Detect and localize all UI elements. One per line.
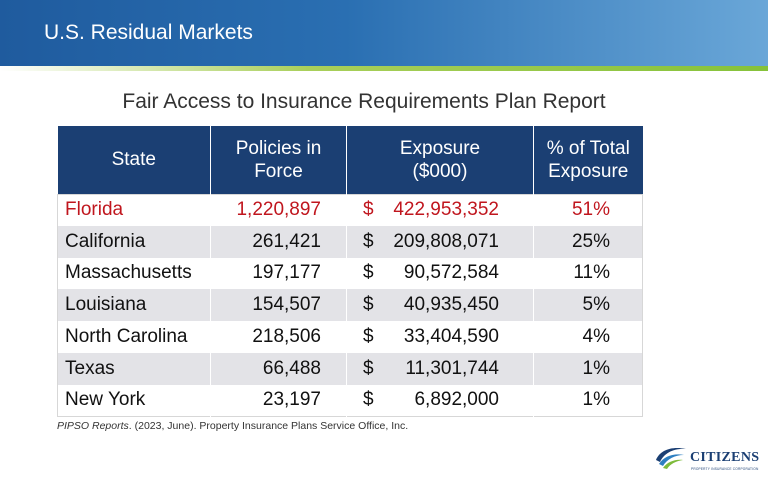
cell-exposure: $40,935,450 bbox=[346, 289, 534, 322]
source-citation: PIPSO Reports. (2023, June). Property In… bbox=[57, 420, 408, 433]
cell-pct: 4% bbox=[533, 321, 643, 353]
table-row: New York 23,197 $6,892,000 1% bbox=[57, 384, 643, 417]
citation-details: . (2023, June). Property Insurance Plans… bbox=[128, 420, 409, 432]
table-row: Louisiana 154,507 $40,935,450 5% bbox=[57, 289, 643, 322]
column-header-pct-line2: Exposure bbox=[548, 160, 629, 182]
exposure-amount: 11,301,744 bbox=[405, 357, 499, 379]
table-header-row: State Policies in Force Exposure ($000) … bbox=[57, 126, 643, 194]
logo-wordmark: CITIZENS bbox=[690, 450, 760, 465]
currency-symbol: $ bbox=[363, 389, 374, 411]
header-bar: U.S. Residual Markets bbox=[0, 0, 768, 66]
column-header-pct-line1: % of Total bbox=[546, 137, 630, 159]
cell-exposure: $90,572,584 bbox=[346, 257, 534, 290]
cell-policies: 154,507 bbox=[210, 289, 347, 322]
column-header-pct: % of Total Exposure bbox=[533, 126, 643, 194]
cell-state: Massachusetts bbox=[57, 257, 211, 290]
cell-exposure: $209,808,071 bbox=[346, 225, 534, 258]
cell-exposure: $33,404,590 bbox=[346, 321, 534, 353]
cell-exposure: $11,301,744 bbox=[346, 352, 534, 385]
cell-state: California bbox=[57, 225, 211, 258]
cell-pct: 1% bbox=[533, 352, 643, 385]
column-header-policies: Policies in Force bbox=[210, 126, 347, 194]
column-header-policies-line2: Force bbox=[254, 160, 303, 182]
cell-pct: 51% bbox=[533, 194, 643, 226]
column-header-state: State bbox=[57, 126, 211, 194]
slide-title: U.S. Residual Markets bbox=[44, 21, 253, 44]
cell-pct: 25% bbox=[533, 225, 643, 258]
exposure-amount: 422,953,352 bbox=[393, 199, 499, 221]
cell-policies: 1,220,897 bbox=[210, 194, 347, 226]
citizens-logo: CITIZENS PROPERTY INSURANCE CORPORATION bbox=[654, 444, 760, 474]
cell-state: Louisiana bbox=[57, 289, 211, 322]
cell-state: North Carolina bbox=[57, 321, 211, 353]
cell-exposure: $422,953,352 bbox=[346, 194, 534, 226]
table-row: Texas 66,488 $11,301,744 1% bbox=[57, 352, 643, 385]
cell-state: Texas bbox=[57, 352, 211, 385]
exposure-amount: 209,808,071 bbox=[393, 230, 499, 252]
currency-symbol: $ bbox=[363, 262, 374, 284]
currency-symbol: $ bbox=[363, 230, 374, 252]
column-header-exposure-line2: ($000) bbox=[412, 160, 468, 182]
cell-state: Florida bbox=[57, 194, 211, 226]
cell-pct: 11% bbox=[533, 257, 643, 290]
exposure-amount: 33,404,590 bbox=[403, 326, 499, 348]
exposure-amount: 40,935,450 bbox=[403, 294, 499, 316]
column-header-state-label: State bbox=[111, 149, 156, 171]
report-table: State Policies in Force Exposure ($000) … bbox=[57, 126, 643, 417]
table-row: Massachusetts 197,177 $90,572,584 11% bbox=[57, 257, 643, 290]
cell-policies: 197,177 bbox=[210, 257, 347, 290]
currency-symbol: $ bbox=[363, 357, 374, 379]
currency-symbol: $ bbox=[363, 326, 374, 348]
currency-symbol: $ bbox=[363, 199, 374, 221]
column-header-exposure-line1: Exposure bbox=[399, 137, 481, 159]
column-header-exposure: Exposure ($000) bbox=[346, 126, 534, 194]
cell-pct: 5% bbox=[533, 289, 643, 322]
cell-policies: 218,506 bbox=[210, 321, 347, 353]
cell-pct: 1% bbox=[533, 384, 643, 417]
table-row: California 261,421 $209,808,071 25% bbox=[57, 225, 643, 258]
exposure-amount: 6,892,000 bbox=[414, 389, 499, 411]
cell-policies: 66,488 bbox=[210, 352, 347, 385]
currency-symbol: $ bbox=[363, 294, 374, 316]
cell-state: New York bbox=[57, 384, 211, 417]
logo-tagline: PROPERTY INSURANCE CORPORATION bbox=[691, 467, 759, 471]
table-row: North Carolina 218,506 $33,404,590 4% bbox=[57, 321, 643, 353]
exposure-amount: 90,572,584 bbox=[403, 262, 499, 284]
table-row: Florida 1,220,897 $422,953,352 51% bbox=[57, 194, 643, 226]
cell-policies: 23,197 bbox=[210, 384, 347, 417]
citation-source: PIPSO Reports bbox=[57, 420, 129, 432]
report-title: Fair Access to Insurance Requirements Pl… bbox=[122, 90, 606, 113]
column-header-policies-line1: Policies in bbox=[235, 137, 322, 159]
cell-exposure: $6,892,000 bbox=[346, 384, 534, 417]
cell-policies: 261,421 bbox=[210, 225, 347, 258]
citizens-swoosh-icon bbox=[656, 448, 686, 469]
header-accent-rule bbox=[0, 66, 768, 71]
